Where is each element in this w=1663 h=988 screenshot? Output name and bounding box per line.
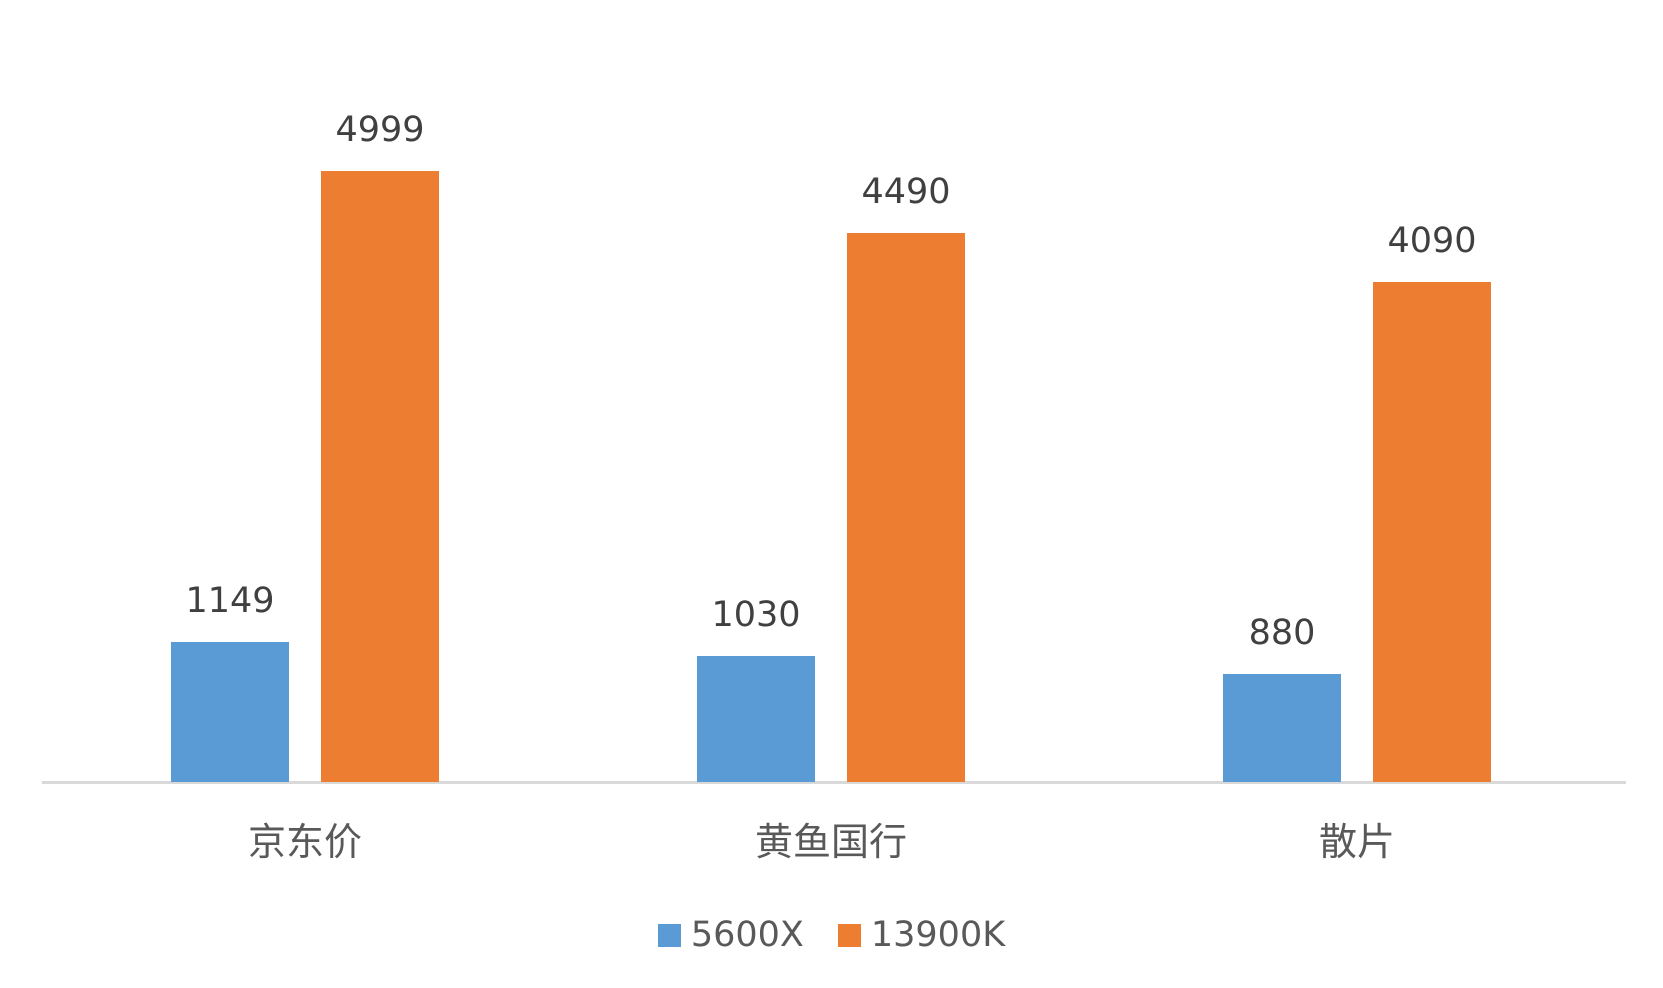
bar-13900k-1 — [847, 233, 965, 782]
bar-5600x-1 — [697, 656, 815, 782]
legend: 5600X 13900K — [0, 918, 1663, 953]
data-label: 1030 — [711, 595, 801, 635]
bar-13900k-0 — [321, 171, 439, 782]
legend-swatch-icon — [657, 924, 681, 947]
legend-label: 13900K — [870, 915, 1006, 955]
data-label: 1149 — [185, 581, 275, 621]
category-label: 散片 — [1318, 820, 1395, 864]
legend-item-13900k[interactable]: 13900K — [837, 915, 1006, 955]
data-label: 4090 — [1387, 221, 1477, 261]
bar-5600x-2 — [1223, 674, 1341, 782]
legend-label: 5600X — [690, 915, 804, 955]
data-label: 4999 — [335, 110, 425, 150]
bar-13900k-2 — [1373, 282, 1491, 782]
data-label: 4490 — [861, 172, 951, 212]
legend-swatch-icon — [837, 924, 861, 947]
data-label: 880 — [1248, 613, 1316, 653]
legend-item-5600x[interactable]: 5600X — [657, 915, 804, 955]
category-label: 京东价 — [247, 820, 362, 864]
bar-5600x-0 — [171, 642, 289, 782]
category-label: 黄鱼国行 — [754, 820, 907, 864]
x-axis-line — [42, 781, 1626, 784]
